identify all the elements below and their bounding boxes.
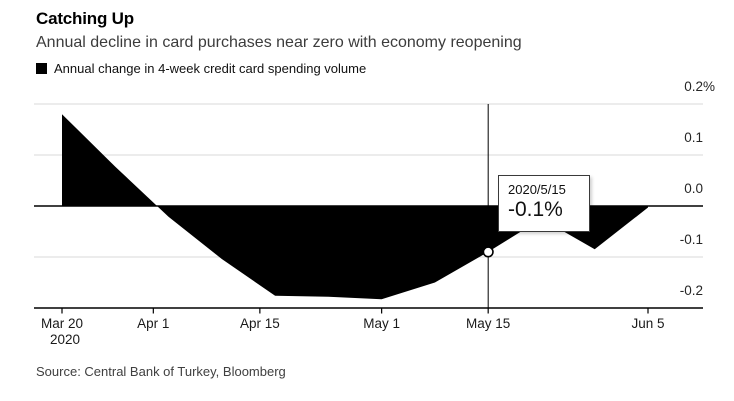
y-axis-label: -0.1 (679, 232, 703, 247)
legend: Annual change in 4-week credit card spen… (36, 60, 367, 76)
legend-swatch-icon (36, 62, 47, 74)
x-axis-label: Apr 15 (239, 316, 280, 331)
x-axis-label: May 15 (466, 316, 511, 331)
chart-title: Catching Up (36, 9, 134, 28)
tooltip-date: 2020/5/15 (508, 182, 566, 197)
point-marker (482, 246, 494, 258)
x-axis-label: Jun 5 (631, 316, 665, 331)
tooltip: 2020/5/15 -0.1% (498, 175, 590, 232)
x-axis-label: May 1 (363, 316, 400, 331)
x-axis-label: Apr 1 (137, 316, 170, 331)
y-axis-label: -0.2 (679, 283, 703, 298)
chart-subtitle: Annual decline in card purchases near ze… (36, 34, 522, 51)
tooltip-value: -0.1% (508, 198, 563, 221)
y-axis-label: 0.2% (684, 79, 715, 94)
source-note: Source: Central Bank of Turkey, Bloomber… (36, 364, 286, 379)
legend-label: Annual change in 4-week credit card spen… (54, 60, 367, 76)
y-axis-label: 0.0 (684, 181, 703, 196)
area-series (62, 114, 648, 300)
x-axis-label: Mar 20 2020 (40, 316, 84, 347)
y-axis-label: 0.1 (684, 130, 703, 145)
